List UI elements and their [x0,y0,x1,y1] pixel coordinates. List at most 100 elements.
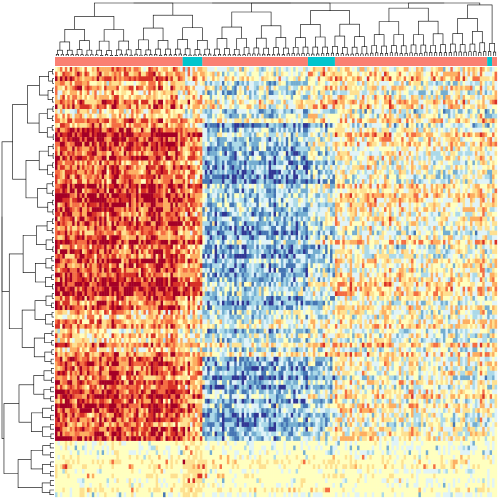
heatmap-cell [349,183,353,189]
heatmap-cell [99,95,102,100]
heatmap-cell [126,141,129,147]
heatmap-cell [234,90,237,96]
dendrogram-branch [49,489,54,495]
heatmap-cell [163,151,166,156]
dendrogram-branch [321,53,325,56]
heatmap-cell [194,90,198,96]
heatmap-cell [403,90,407,96]
heatmap-cell [384,104,387,110]
heatmap-cell [288,90,291,96]
heatmap-cell [91,81,95,86]
dendrogram-branch [55,53,59,56]
heatmap-cell [244,160,247,166]
heatmap-cell [202,179,205,184]
heatmap-cell [298,81,301,86]
heatmap-cell [484,90,488,96]
heatmap-cell [77,99,80,105]
heatmap-cell [357,174,360,180]
heatmap-cell [482,146,485,152]
heatmap-cell [285,85,289,91]
heatmap-cell [96,113,100,119]
heatmap-cell [204,67,208,72]
heatmap-cell [256,127,259,133]
heatmap-cell [430,85,434,91]
heatmap-cell [82,118,85,124]
heatmap-cell [123,104,127,110]
heatmap-cell [320,123,323,128]
heatmap-cell [106,165,110,170]
heatmap-cell [393,99,397,105]
heatmap-cell [320,132,323,138]
heatmap-cell [69,71,73,77]
heatmap-cell [369,151,372,156]
heatmap-cell [74,165,78,170]
heatmap-cell [236,160,240,166]
heatmap-cell [86,90,90,96]
heatmap-cell [106,179,110,184]
heatmap-cell [231,165,235,170]
heatmap-cell [484,104,488,110]
heatmap-cell [217,183,220,189]
heatmap-cell [101,71,105,77]
heatmap-cell [420,160,424,166]
heatmap-cell [384,165,387,170]
heatmap-cell [197,155,201,161]
heatmap-row [55,174,498,180]
heatmap-cell [155,113,159,119]
heatmap-cell [305,127,309,133]
heatmap-cell [442,179,446,184]
heatmap-cell [396,160,399,166]
heatmap-cell [352,179,355,184]
heatmap-cell [310,71,313,77]
heatmap-cell [185,85,188,91]
heatmap-cell [194,137,198,142]
heatmap-cell [447,155,451,161]
heatmap-cell [278,113,282,119]
heatmap-cell [364,146,368,152]
heatmap-cell [207,90,210,96]
heatmap-cell [357,137,360,142]
heatmap-cell [317,137,321,142]
dendrogram-branch [275,37,287,49]
heatmap-cell [352,104,355,110]
heatmap-cell [364,104,368,110]
heatmap-cell [226,141,230,147]
heatmap-row [55,146,498,152]
heatmap-cell [258,113,262,119]
heatmap-cell [339,155,343,161]
heatmap-cell [190,99,193,105]
heatmap-cell [423,67,426,72]
heatmap-cell [126,118,129,124]
heatmap-cell [116,169,119,175]
heatmap-cell [322,146,326,152]
heatmap-cell [332,81,336,86]
heatmap-cell [236,109,240,114]
heatmap-cell [442,113,446,119]
heatmap-cell [209,132,213,138]
heatmap-cell [229,141,232,147]
dendrogram-branch [413,34,424,46]
heatmap-cell [263,137,267,142]
heatmap-cell [276,104,279,110]
heatmap-cell [447,90,451,96]
dendrogram-branch [418,20,439,35]
heatmap-cell [123,141,127,147]
heatmap-cell [192,104,196,110]
heatmap-cell [384,127,387,133]
heatmap-cell [136,179,139,184]
heatmap-cell [278,85,282,91]
heatmap-cell [192,85,196,91]
heatmap-cell [268,141,272,147]
heatmap-cell [217,123,220,128]
heatmap-cell [104,71,107,77]
heatmap-cell [244,179,247,184]
heatmap-cell [452,146,456,152]
heatmap-cell [438,174,441,180]
heatmap-cell [396,155,399,161]
heatmap-cell [138,183,142,189]
heatmap-cell [293,109,296,114]
heatmap-cell [109,99,112,105]
heatmap-cell [199,132,203,138]
heatmap-cell [160,67,164,72]
heatmap-cell [384,169,387,175]
